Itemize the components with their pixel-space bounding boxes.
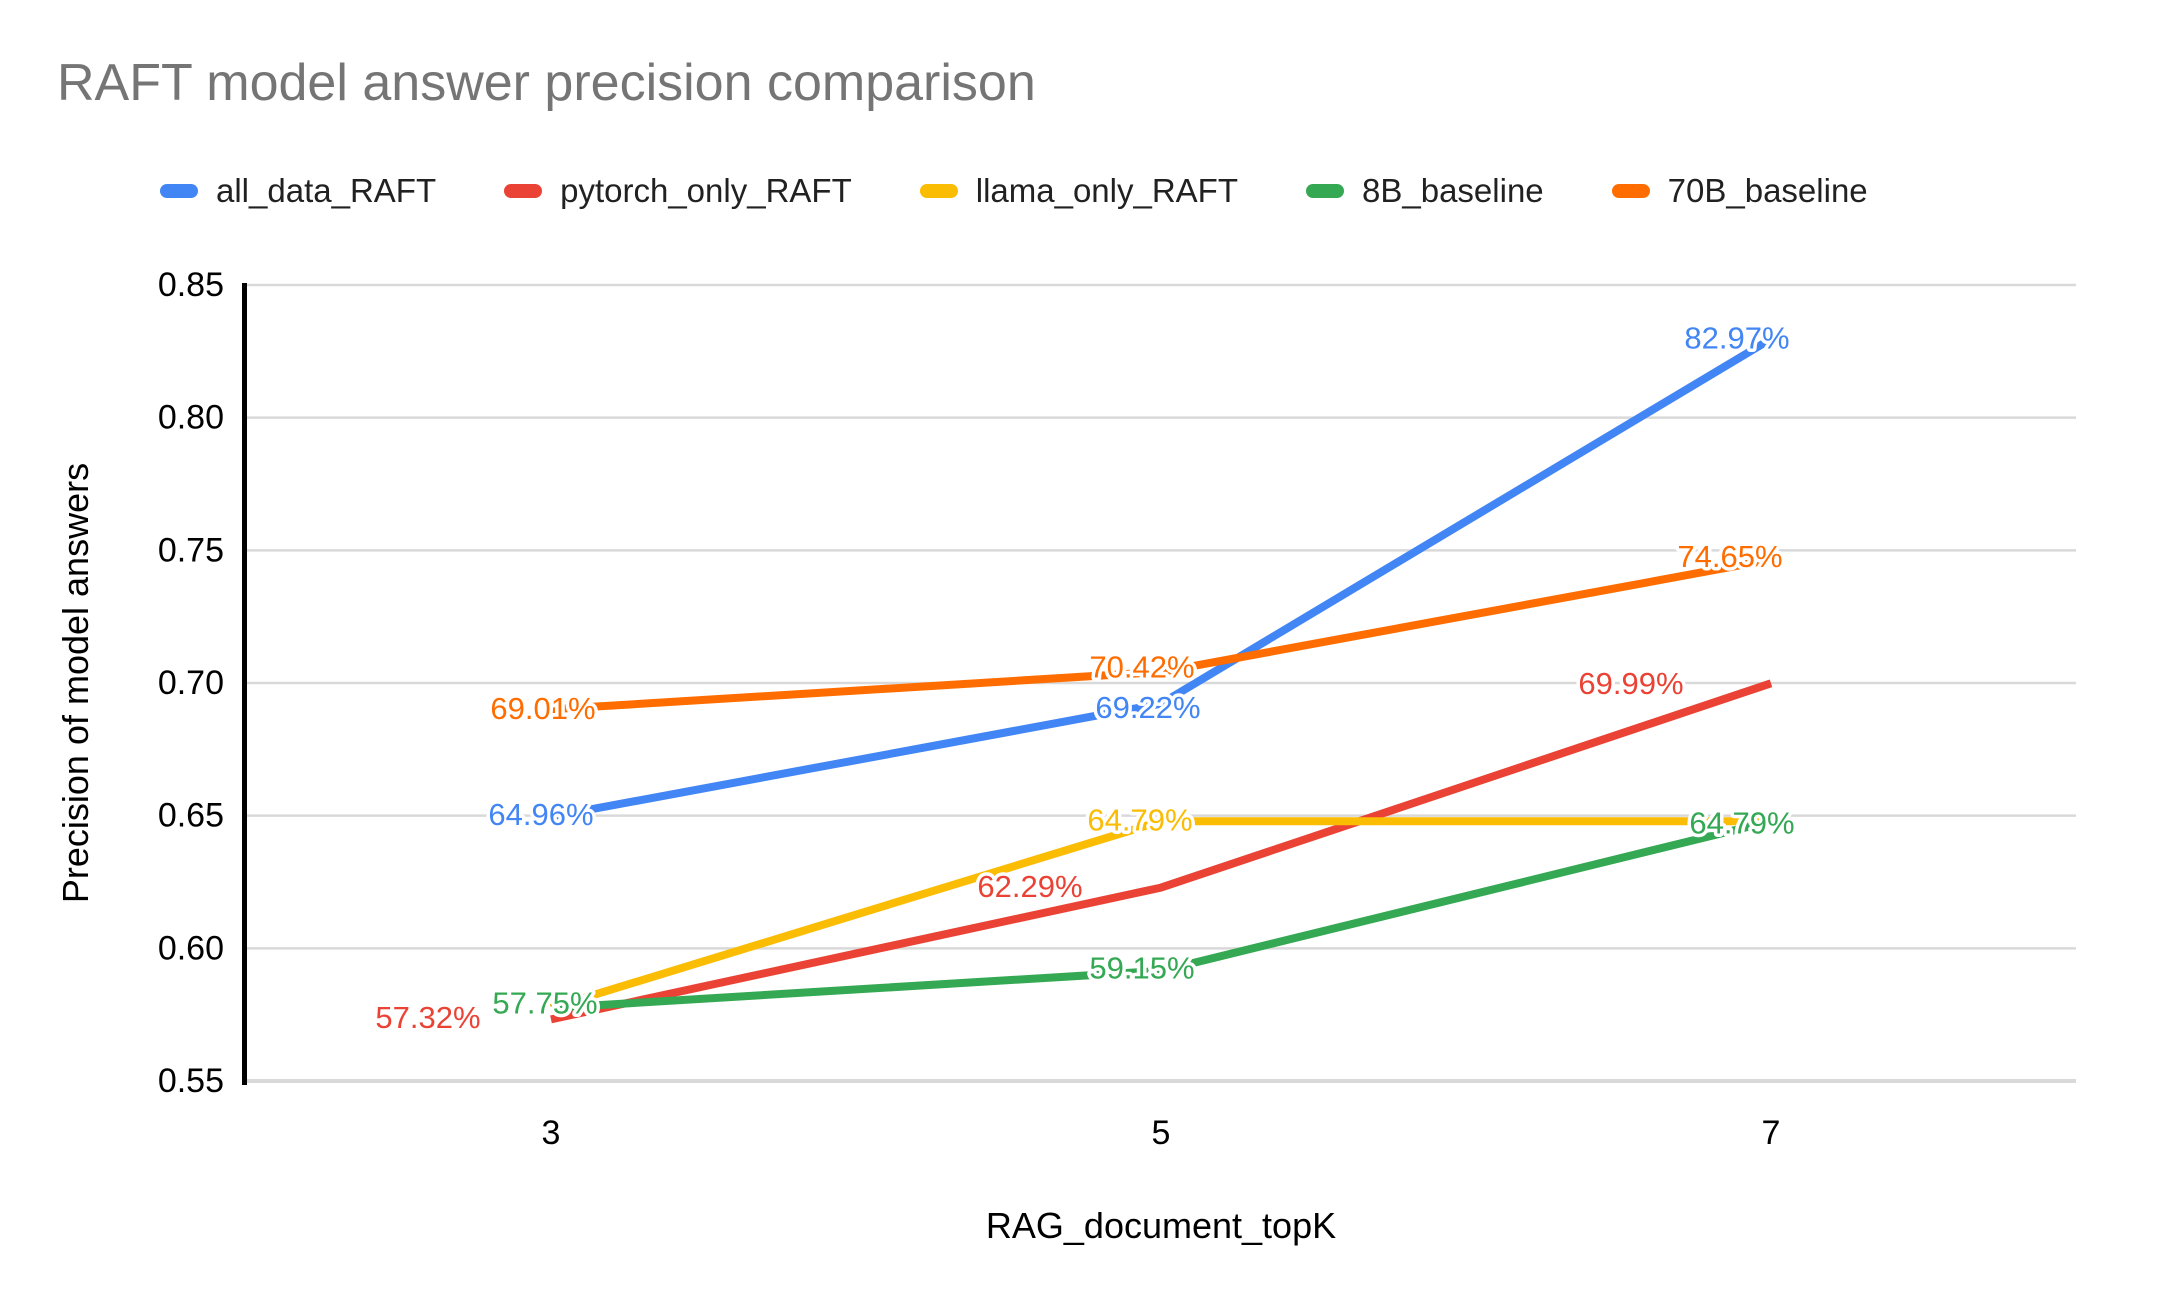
chart-title: RAFT model answer precision comparison [57, 54, 1036, 112]
y-tick-label: 0.60 [158, 929, 224, 967]
legend-item-pytorch-only-raft: pytorch_only_RAFT [504, 172, 852, 210]
legend-item-8b-baseline: 8B_baseline [1306, 172, 1544, 210]
y-tick-label: 0.85 [158, 266, 224, 304]
legend-label: llama_only_RAFT [975, 172, 1238, 209]
data-label-llama_only_RAFT: 64.79% [1087, 803, 1192, 838]
y-tick-label: 0.65 [158, 797, 224, 835]
y-axis-line [242, 283, 247, 1085]
legend-swatch-icon [919, 184, 958, 198]
legend-item-llama-only-raft: llama_only_RAFT [919, 172, 1238, 210]
legend-label: pytorch_only_RAFT [560, 172, 852, 209]
data-label-8B_baseline: 59.15% [1089, 950, 1194, 985]
chart-legend: all_data_RAFT pytorch_only_RAFT llama_on… [160, 172, 1868, 210]
data-label-70B_baseline: 70.42% [1089, 649, 1194, 684]
legend-item-all-data-raft: all_data_RAFT [160, 172, 436, 210]
series-line-llama_only_RAFT [549, 817, 1771, 1012]
data-label-70B_baseline: 69.01% [490, 691, 595, 726]
data-label-all_data_RAFT: 82.97% [1684, 320, 1789, 355]
x-tick-label: 7 [1762, 1114, 1781, 1152]
x-tick-label: 3 [542, 1114, 561, 1152]
legend-swatch-icon [504, 184, 543, 198]
y-tick-label: 0.80 [158, 399, 224, 437]
legend-item-70b-baseline: 70B_baseline [1611, 172, 1868, 210]
series-line-pytorch_only_RAFT [550, 679, 1773, 1024]
y-tick-label: 0.75 [158, 531, 224, 569]
legend-swatch-icon [1306, 184, 1344, 198]
legend-label: 8B_baseline [1362, 172, 1544, 209]
data-label-8B_baseline: 64.79% [1689, 806, 1794, 841]
x-axis-title: RAG_document_topK [985, 1205, 1337, 1246]
data-label-pytorch_only_RAFT: 62.29% [977, 869, 1082, 904]
legend-label: 70B_baseline [1667, 172, 1868, 209]
series-line-all_data_RAFT [550, 335, 1774, 821]
data-label-all_data_RAFT: 69.22% [1095, 690, 1200, 725]
data-label-70B_baseline: 74.65% [1677, 539, 1782, 574]
series-line-8B_baseline [550, 817, 1772, 1012]
data-label-pytorch_only_RAFT: 69.99% [1578, 666, 1683, 701]
legend-label: all_data_RAFT [216, 172, 437, 209]
series-line-70B_baseline [550, 555, 1772, 714]
legend-swatch-icon [160, 184, 198, 198]
y-tick-label: 0.55 [158, 1062, 224, 1100]
data-label-pytorch_only_RAFT: 57.32% [375, 1000, 480, 1035]
legend-swatch-icon [1611, 184, 1650, 198]
x-tick-label: 5 [1152, 1114, 1171, 1152]
data-label-8B_baseline: 57.75% [492, 986, 597, 1021]
data-label-all_data_RAFT: 64.96% [488, 797, 593, 832]
y-tick-label: 0.70 [158, 664, 224, 702]
